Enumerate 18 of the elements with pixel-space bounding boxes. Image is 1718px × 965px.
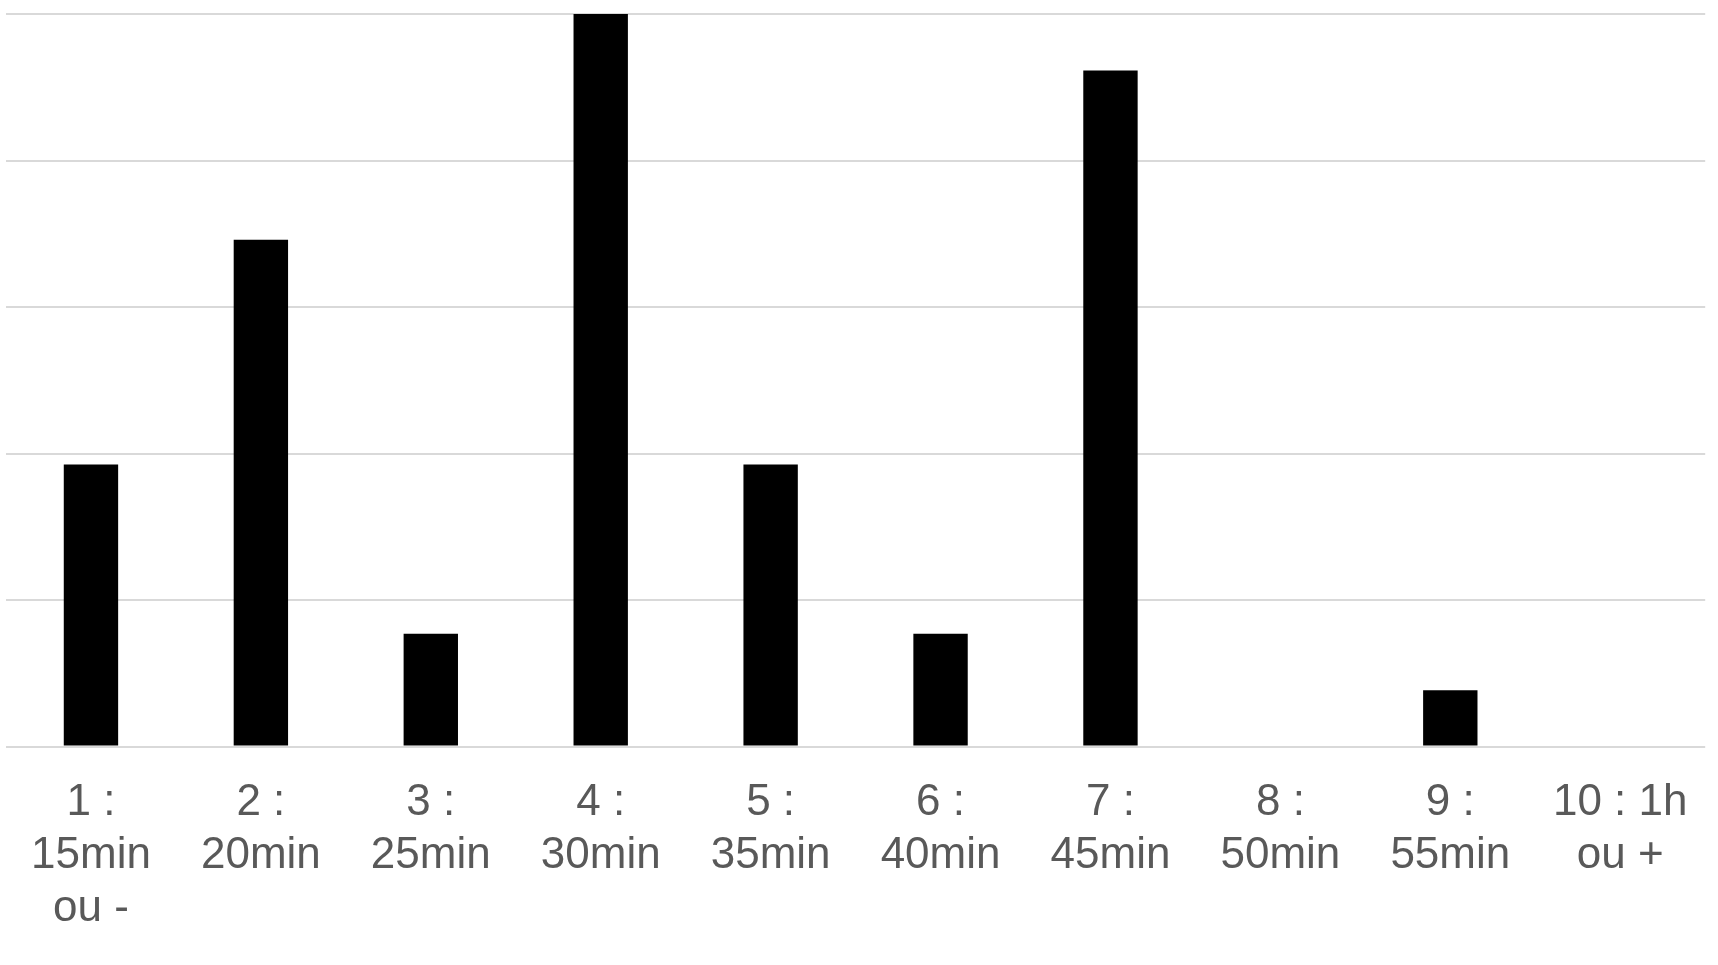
bar [1423,690,1478,746]
x-tick-label: 10 : 1h ou + [1552,775,1688,877]
bar [1083,70,1138,746]
x-tick-label: 8 : 50min [1220,775,1341,877]
bar [913,633,968,746]
x-tick-label: 2 : 20min [200,775,321,877]
bar [743,464,798,746]
bar [63,464,119,746]
x-tick-label: 5 : 35min [710,775,831,877]
x-tick-label: 3 : 25min [370,775,491,877]
bar [573,14,628,746]
x-tick-label: 6 : 40min [880,775,1001,877]
x-tick-label: 4 : 30min [540,775,661,877]
x-tick-label: 7 : 45min [1050,775,1171,877]
x-tick-label: 1 : 15min ou - [31,775,151,930]
x-tick-label: 9 : 55min [1390,775,1511,877]
bar [403,633,458,746]
bar [233,239,289,746]
